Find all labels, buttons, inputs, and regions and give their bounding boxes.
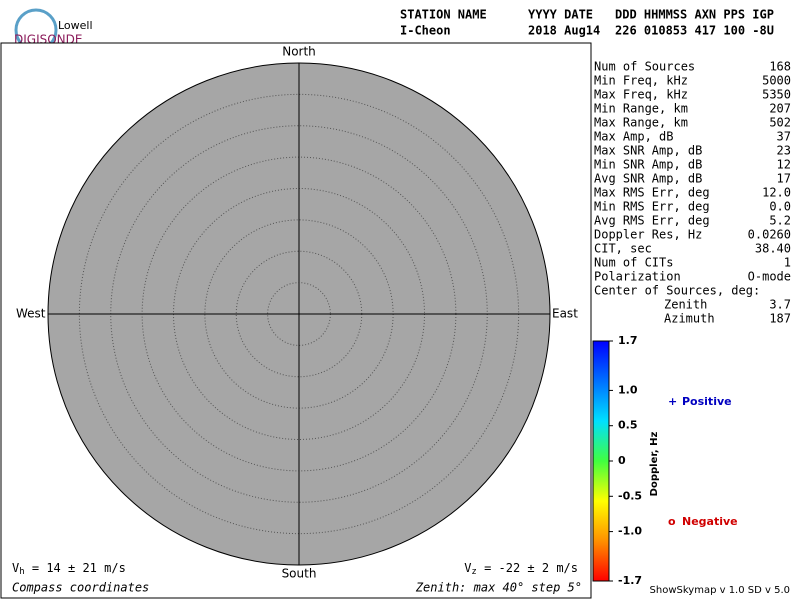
colorbar-tick-label: 0.5	[618, 419, 638, 432]
colorbar	[592, 340, 610, 582]
stat-value: 37	[777, 130, 791, 144]
legend-marker: o	[668, 515, 676, 528]
colorbar-tick-label: -1.7	[618, 574, 642, 587]
stat-label: Avg RMS Err, deg	[594, 214, 710, 228]
colorbar-tick-label: 1.7	[618, 334, 638, 347]
colorbar-tick-label: -0.5	[618, 489, 642, 502]
compass-north: North	[282, 45, 316, 59]
station-name: I-Cheon	[400, 24, 451, 38]
colorbar-tick-label: -1.0	[618, 525, 642, 538]
stat-label: Min SNR Amp, dB	[594, 158, 702, 172]
stat-value: 502	[769, 116, 791, 130]
colorbar-tick-label: 1.0	[618, 383, 638, 396]
stat-label: Num of CITs	[594, 256, 673, 270]
stat-label: Max Freq, kHz	[594, 88, 688, 102]
stat-value: 12.0	[762, 186, 791, 200]
header-label: DDD HHMMSS AXN PPS IGP	[615, 8, 774, 22]
stat-label: Max Range, km	[594, 116, 688, 130]
stat-value: 5000	[762, 74, 791, 88]
velocity-vh: Vh = 14 ± 21 m/s	[12, 561, 126, 577]
compass-east: East	[552, 307, 578, 321]
velocity-part: V	[12, 561, 19, 575]
stat-label: Min Freq, kHz	[594, 74, 688, 88]
stat-value: 5350	[762, 88, 791, 102]
velocity-part: = 14 ± 21 m/s	[25, 561, 126, 575]
stat-value: 5.2	[769, 214, 791, 228]
center-value: 3.7	[769, 298, 791, 312]
stat-value: 0.0	[769, 200, 791, 214]
legend-label: Positive	[682, 395, 732, 408]
velocity-part: V	[464, 561, 471, 575]
stat-value: 38.40	[755, 242, 791, 256]
stat-label: Polarization	[594, 270, 681, 284]
stat-value: 17	[777, 172, 791, 186]
center-label: Zenith	[664, 298, 707, 312]
legend-label: Negative	[682, 515, 738, 528]
stat-label: Avg SNR Amp, dB	[594, 172, 702, 186]
header-label: STATION NAME	[400, 8, 487, 22]
stat-value: 207	[769, 102, 791, 116]
stat-label: Min RMS Err, deg	[594, 200, 710, 214]
center-label: Azimuth	[664, 312, 715, 326]
stat-label: CIT, sec	[594, 242, 652, 256]
stat-value: 0.0260	[748, 228, 791, 242]
stat-value: 1	[784, 256, 791, 270]
colorbar-label: Doppler, Hz	[649, 432, 660, 497]
stat-value: 168	[769, 60, 791, 74]
legend-marker: +	[668, 395, 677, 408]
stat-label: Num of Sources	[594, 60, 695, 74]
compass-west: West	[16, 307, 46, 321]
stat-label: Max RMS Err, deg	[594, 186, 710, 200]
stat-label: Min Range, km	[594, 102, 688, 116]
logo-top: Lowell	[58, 19, 93, 32]
velocity-part: h	[19, 567, 24, 577]
center-title: Center of Sources, deg:	[594, 284, 760, 298]
stat-value: 23	[777, 144, 791, 158]
footer-right: ShowSkymap v 1.0 SD v 5.0	[650, 585, 790, 596]
stat-label: Doppler Res, Hz	[594, 228, 702, 242]
velocity-part: = -22 ± 2 m/s	[477, 561, 578, 575]
header-label: YYYY DATE	[528, 8, 593, 22]
velocity-part: z	[471, 567, 476, 577]
header-values: 226 010853 417 100 -8U	[615, 24, 774, 38]
footer-left: Compass coordinates	[12, 581, 149, 595]
velocity-vz: Vz = -22 ± 2 m/s	[464, 561, 578, 577]
header-date: 2018 Aug14	[528, 24, 600, 38]
stat-value: O-mode	[748, 270, 791, 284]
stat-label: Max Amp, dB	[594, 130, 673, 144]
compass-south: South	[282, 567, 317, 581]
stat-label: Max SNR Amp, dB	[594, 144, 702, 158]
center-value: 187	[769, 312, 791, 326]
colorbar-tick-label: 0	[618, 454, 626, 467]
stat-value: 12	[777, 158, 791, 172]
footer-middle: Zenith: max 40° step 5°	[415, 581, 582, 595]
